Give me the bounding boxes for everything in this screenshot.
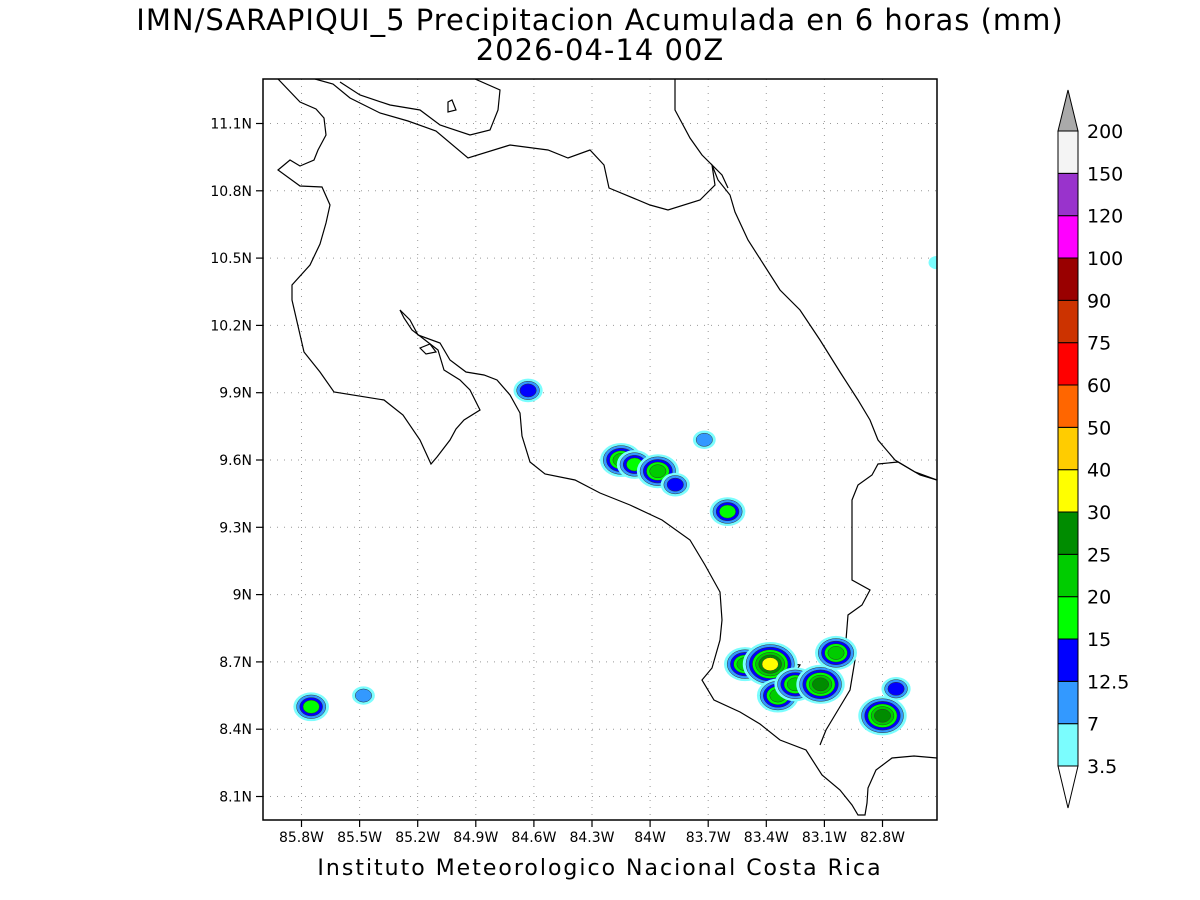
colorbar-swatch bbox=[1057, 299, 1079, 344]
isla-lake-outline bbox=[418, 343, 438, 355]
colorbar-swatch bbox=[1057, 172, 1079, 217]
lon-tick-label: 84W bbox=[634, 830, 666, 846]
colorbar-level-label: 20 bbox=[1087, 587, 1111, 609]
colorbar-swatch bbox=[1057, 680, 1079, 725]
chart-title: IMN/SARAPIQUI_5 Precipitacion Acumulada … bbox=[136, 3, 1064, 37]
lon-tick-label: 85.2W bbox=[395, 830, 440, 846]
colorbar-swatch bbox=[1057, 723, 1079, 767]
precip-cell bbox=[692, 430, 716, 450]
lon-tick-label: 84.3W bbox=[569, 830, 614, 846]
colorbar-swatch bbox=[1057, 130, 1079, 174]
lon-tick-label: 85.8W bbox=[279, 830, 324, 846]
lon-tick-label: 85.5W bbox=[337, 830, 382, 846]
colorbar-swatch bbox=[1057, 511, 1079, 555]
lat-tick-label: 8.1N bbox=[219, 790, 252, 806]
colorbar-level-label: 25 bbox=[1087, 544, 1111, 566]
lake-nicaragua-shore bbox=[339, 79, 501, 136]
lon-tick-label: 82.8W bbox=[860, 830, 905, 846]
precip-contour bbox=[695, 432, 713, 447]
precip-cell bbox=[352, 686, 375, 705]
colorbar-top-arrow bbox=[1057, 89, 1079, 132]
lon-tick-label: 84.6W bbox=[511, 830, 556, 846]
precip-contour bbox=[649, 464, 667, 479]
precipitation-contours bbox=[293, 255, 937, 736]
colorbar-swatch bbox=[1057, 257, 1079, 301]
lat-tick-label: 9.3N bbox=[219, 520, 252, 536]
map-axes: 85.8W 85.5W 85.2W 84.9W 84.6W 84.3W 84W 83.7W 83… bbox=[210, 117, 905, 847]
precip-contour bbox=[874, 708, 891, 723]
precip-contour bbox=[666, 477, 684, 492]
caribbean-coast bbox=[674, 79, 937, 481]
lon-tick-label: 84.9W bbox=[453, 830, 498, 846]
colorbar-level-label: 40 bbox=[1087, 460, 1111, 482]
precip-cell bbox=[858, 696, 907, 736]
precip-contour bbox=[355, 688, 372, 703]
colorbar-swatch bbox=[1057, 596, 1079, 640]
colorbar-level-label: 75 bbox=[1087, 333, 1111, 355]
lon-tick-label: 83.1W bbox=[802, 830, 847, 846]
colorbar-swatch bbox=[1057, 342, 1079, 386]
colorbar-swatch bbox=[1057, 638, 1079, 682]
precip-cell bbox=[815, 635, 858, 670]
precip-contour bbox=[928, 255, 937, 270]
precip-contour bbox=[302, 699, 320, 714]
colorbar-level-label: 50 bbox=[1087, 417, 1111, 439]
lat-tick-label: 8.7N bbox=[219, 655, 252, 671]
colorbar-level-label: 15 bbox=[1087, 629, 1111, 651]
lat-tick-label: 10.2N bbox=[210, 318, 252, 334]
lat-tick-label: 8.4N bbox=[219, 722, 252, 738]
precip-cell bbox=[709, 497, 746, 526]
precip-cell bbox=[293, 692, 329, 722]
lon-tick-label: 83.4W bbox=[744, 830, 789, 846]
colorbar-swatch bbox=[1057, 426, 1079, 471]
precip-contour bbox=[827, 646, 845, 660]
lon-tick-label: 83.7W bbox=[686, 830, 731, 846]
colorbar-level-label: 7 bbox=[1087, 714, 1099, 736]
coastline-and-borders bbox=[277, 79, 937, 816]
colorbar-level-label: 12.5 bbox=[1087, 671, 1129, 693]
colorbar-level-label: 60 bbox=[1087, 375, 1111, 397]
precip-cell bbox=[513, 378, 543, 403]
colorbar-legend: 3.5 7 12.5 15 20 25 30 40 50 60 75 90 100 120 150 200 bbox=[1057, 89, 1129, 809]
colorbar-level-label: 90 bbox=[1087, 290, 1111, 312]
colorbar-swatch bbox=[1057, 469, 1079, 513]
lat-tick-label: 9.9N bbox=[219, 386, 252, 402]
lat-tick-label: 11.1N bbox=[210, 117, 252, 133]
colorbar-level-label: 120 bbox=[1087, 206, 1123, 228]
precip-contour bbox=[887, 681, 905, 696]
precip-contour bbox=[761, 657, 779, 671]
nicaragua-coast bbox=[277, 79, 481, 466]
lat-tick-label: 10.5N bbox=[210, 251, 252, 267]
colorbar-swatch bbox=[1057, 215, 1079, 259]
precip-contour bbox=[519, 383, 537, 398]
map-gridlines bbox=[263, 79, 937, 820]
precip-cell bbox=[881, 677, 911, 701]
colorbar-level-label: 200 bbox=[1087, 121, 1123, 143]
colorbar-swatch bbox=[1057, 553, 1079, 598]
precip-cell bbox=[928, 255, 937, 270]
colorbar-level-label: 100 bbox=[1087, 248, 1123, 270]
panama-border bbox=[819, 461, 937, 746]
colorbar-swatch bbox=[1057, 384, 1079, 428]
nicaragua-border bbox=[314, 79, 729, 211]
map-frame bbox=[262, 78, 938, 821]
lat-tick-label: 9.6N bbox=[219, 453, 252, 469]
precip-contour bbox=[719, 504, 737, 519]
colorbar-level-label: 150 bbox=[1087, 163, 1123, 185]
lat-tick-label: 9N bbox=[233, 588, 252, 604]
islet-outline bbox=[447, 99, 457, 113]
precip-cell bbox=[796, 664, 845, 704]
colorbar-level-label: 30 bbox=[1087, 502, 1111, 524]
precip-contour bbox=[812, 677, 829, 692]
lat-tick-label: 10.8N bbox=[210, 184, 252, 200]
colorbar-bottom-arrow bbox=[1057, 765, 1079, 809]
footer-credit: Instituto Meteorologico Nacional Costa R… bbox=[317, 856, 883, 881]
gulf-nicoya-coast bbox=[399, 309, 937, 816]
colorbar-level-label: 3.5 bbox=[1087, 756, 1117, 778]
chart-subtitle-datetime: 2026-04-14 00Z bbox=[475, 33, 725, 67]
precip-cell bbox=[660, 472, 690, 497]
